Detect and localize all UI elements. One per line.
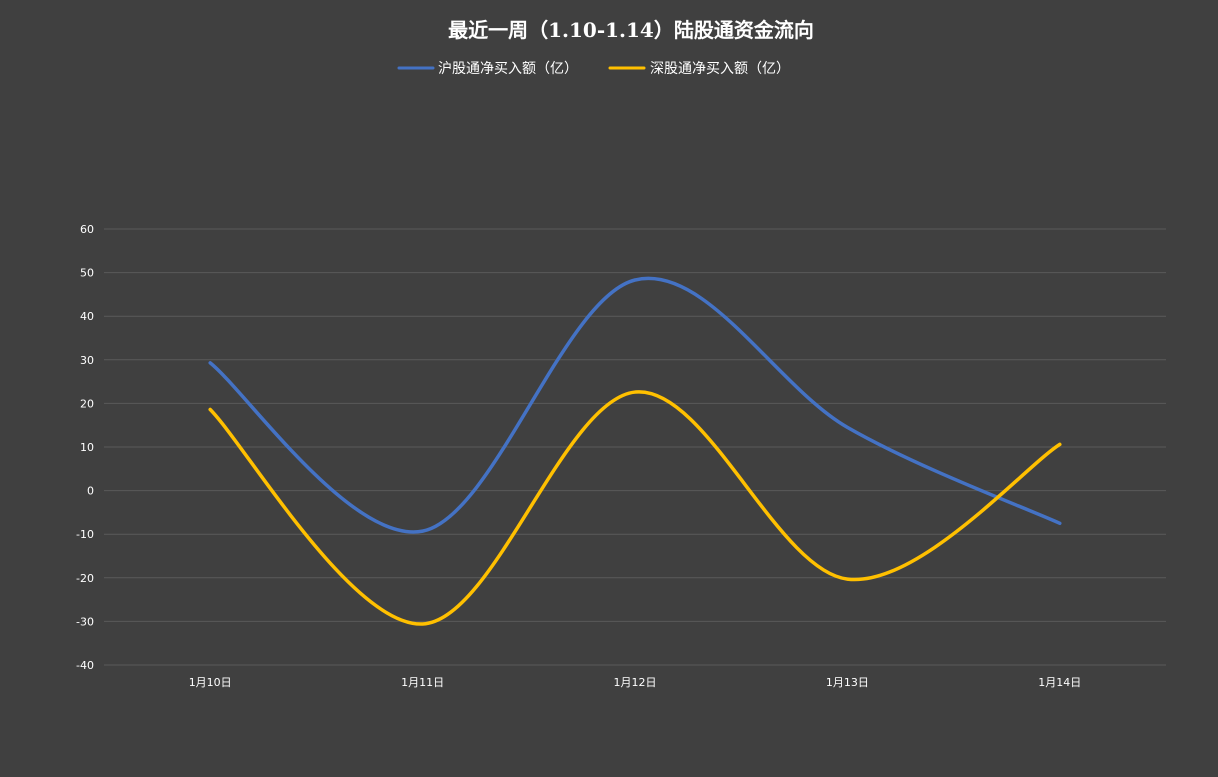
x-tick-label: 1月14日 <box>1038 676 1081 689</box>
legend-label-sh: 沪股通净买入额（亿） <box>438 61 578 77</box>
y-tick-label: -20 <box>76 572 94 585</box>
y-tick-label: 0 <box>87 485 94 498</box>
y-tick-label: -30 <box>76 615 94 628</box>
data-point <box>845 577 849 581</box>
data-point <box>1058 442 1062 446</box>
y-tick-label: 40 <box>80 310 94 323</box>
y-axis-ticks: 60 50 40 30 20 10 0 -10 -20 -30 -40 <box>76 223 94 672</box>
y-tick-label: 20 <box>80 397 94 410</box>
data-point <box>845 425 849 429</box>
series-line-1 <box>208 390 1062 626</box>
y-tick-label: 30 <box>80 354 94 367</box>
series-line-0 <box>208 276 1062 534</box>
data-point <box>421 529 425 533</box>
data-point <box>633 390 637 394</box>
y-tick-label: -40 <box>76 659 94 672</box>
data-point <box>633 278 637 282</box>
y-tick-label: 50 <box>80 267 94 280</box>
series-lines <box>208 276 1062 626</box>
gridlines <box>104 228 1166 666</box>
y-tick-label: 10 <box>80 441 94 454</box>
data-point <box>208 408 212 412</box>
x-axis-ticks: 1月10日 1月11日 1月12日 1月13日 1月14日 <box>189 676 1082 689</box>
legend-label-sz: 深股通净买入额（亿） <box>650 61 790 77</box>
x-tick-label: 1月10日 <box>189 676 232 689</box>
x-tick-label: 1月11日 <box>401 676 444 689</box>
x-tick-label: 1月12日 <box>614 676 657 689</box>
data-point <box>1058 521 1062 525</box>
data-point <box>208 361 212 365</box>
x-tick-label: 1月13日 <box>826 676 869 689</box>
chart-title: 最近一周（1.10-1.14）陆股通资金流向 <box>448 18 814 42</box>
y-tick-label: 60 <box>80 223 94 236</box>
data-point <box>421 622 425 626</box>
y-tick-label: -10 <box>76 528 94 541</box>
legend: 沪股通净买入额（亿） 深股通净买入额（亿） <box>397 61 790 77</box>
